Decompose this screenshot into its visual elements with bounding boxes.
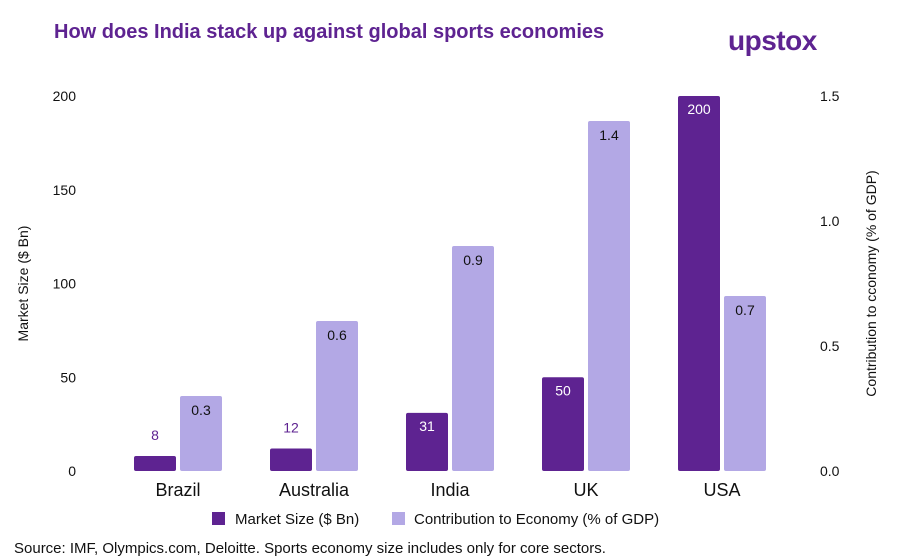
y-tick-left: 200	[53, 88, 77, 104]
y-tick-right: 0.0	[820, 463, 840, 479]
bar-contribution	[452, 246, 494, 471]
data-label-contribution: 0.6	[327, 327, 347, 343]
x-tick-label: USA	[703, 480, 740, 500]
source-note: Source: IMF, Olympics.com, Deloitte. Spo…	[14, 540, 606, 557]
y-axis-label: Market Size ($ Bn)	[15, 226, 31, 342]
data-label-market: 200	[687, 101, 711, 117]
data-label-contribution: 0.7	[735, 302, 755, 318]
x-tick-label: UK	[573, 480, 598, 500]
y-axis-label-right: Contribution to cconomy (% of GDP)	[863, 170, 879, 396]
chart: 0 50 100 150 200 0.0 0.5 1.0 1.5 Market Size ($ B…	[15, 88, 879, 528]
bar-market-size	[270, 448, 312, 471]
bar-market-size	[542, 377, 584, 471]
bar-contribution	[724, 296, 766, 471]
y-tick-right: 1.0	[820, 213, 840, 229]
bar-market-size	[406, 412, 448, 471]
legend-swatch-contribution	[392, 512, 405, 525]
y-tick-left: 0	[68, 463, 76, 479]
brand-logo: upstox	[728, 25, 817, 56]
data-label-market: 50	[555, 382, 571, 398]
y-tick-left: 50	[60, 369, 76, 385]
bar-market-size	[678, 96, 720, 471]
x-tick-label: India	[430, 480, 470, 500]
data-label-market: 31	[419, 418, 435, 434]
legend-swatch-market	[212, 512, 225, 525]
x-tick-label: Australia	[279, 480, 350, 500]
legend-label-contribution: Contribution to Economy (% of GDP)	[414, 511, 659, 528]
data-label-contribution: 1.4	[599, 127, 619, 143]
y-tick-left: 150	[53, 182, 77, 198]
y-tick-right: 1.5	[820, 88, 840, 104]
x-tick-label: Brazil	[155, 480, 200, 500]
y-tick-left: 100	[53, 276, 77, 292]
bar-contribution	[316, 321, 358, 471]
bar-contribution	[180, 396, 222, 471]
data-label-market: 12	[283, 420, 299, 436]
legend-label-market: Market Size ($ Bn)	[235, 511, 359, 528]
data-label-market: 8	[151, 427, 159, 443]
data-label-contribution: 0.3	[191, 402, 211, 418]
bar-contribution	[588, 121, 630, 471]
y-tick-right: 0.5	[820, 338, 840, 354]
bar-market-size	[134, 456, 176, 471]
chart-title: How does India stack up against global s…	[54, 21, 605, 43]
data-label-contribution: 0.9	[463, 252, 483, 268]
